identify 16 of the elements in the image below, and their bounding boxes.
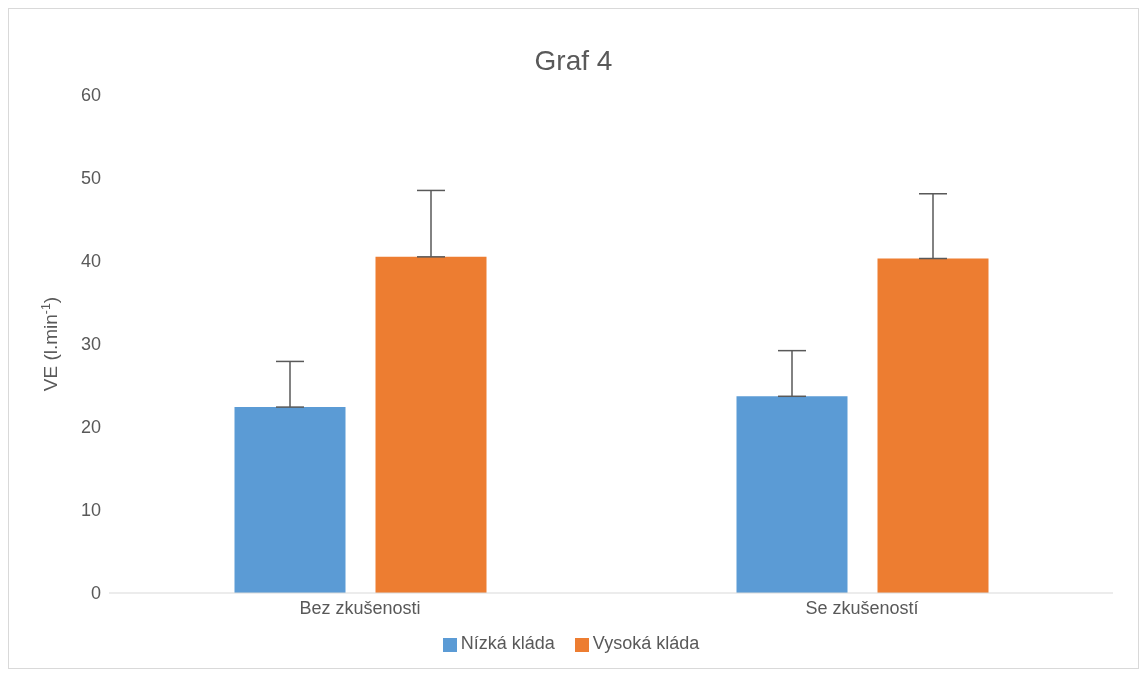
legend-label: Nízká kláda [460,633,555,653]
y-tick-label: 20 [80,417,101,438]
y-tick-label: 0 [90,583,101,604]
y-tick-label: 40 [80,251,101,272]
legend-label: Vysoká kláda [592,633,700,653]
bar [736,396,848,593]
y-tick-label: 60 [80,85,101,106]
bar [877,258,989,593]
bar [375,256,487,593]
y-tick-label: 30 [80,334,101,355]
y-tick-label: 10 [80,500,101,521]
chart-title: Graf 4 [533,45,614,78]
x-tick-label: Se zkušeností [805,597,919,618]
x-tick-label: Bez zkušenosti [299,597,421,618]
y-tick-label: 50 [80,168,101,189]
bar [234,407,346,593]
